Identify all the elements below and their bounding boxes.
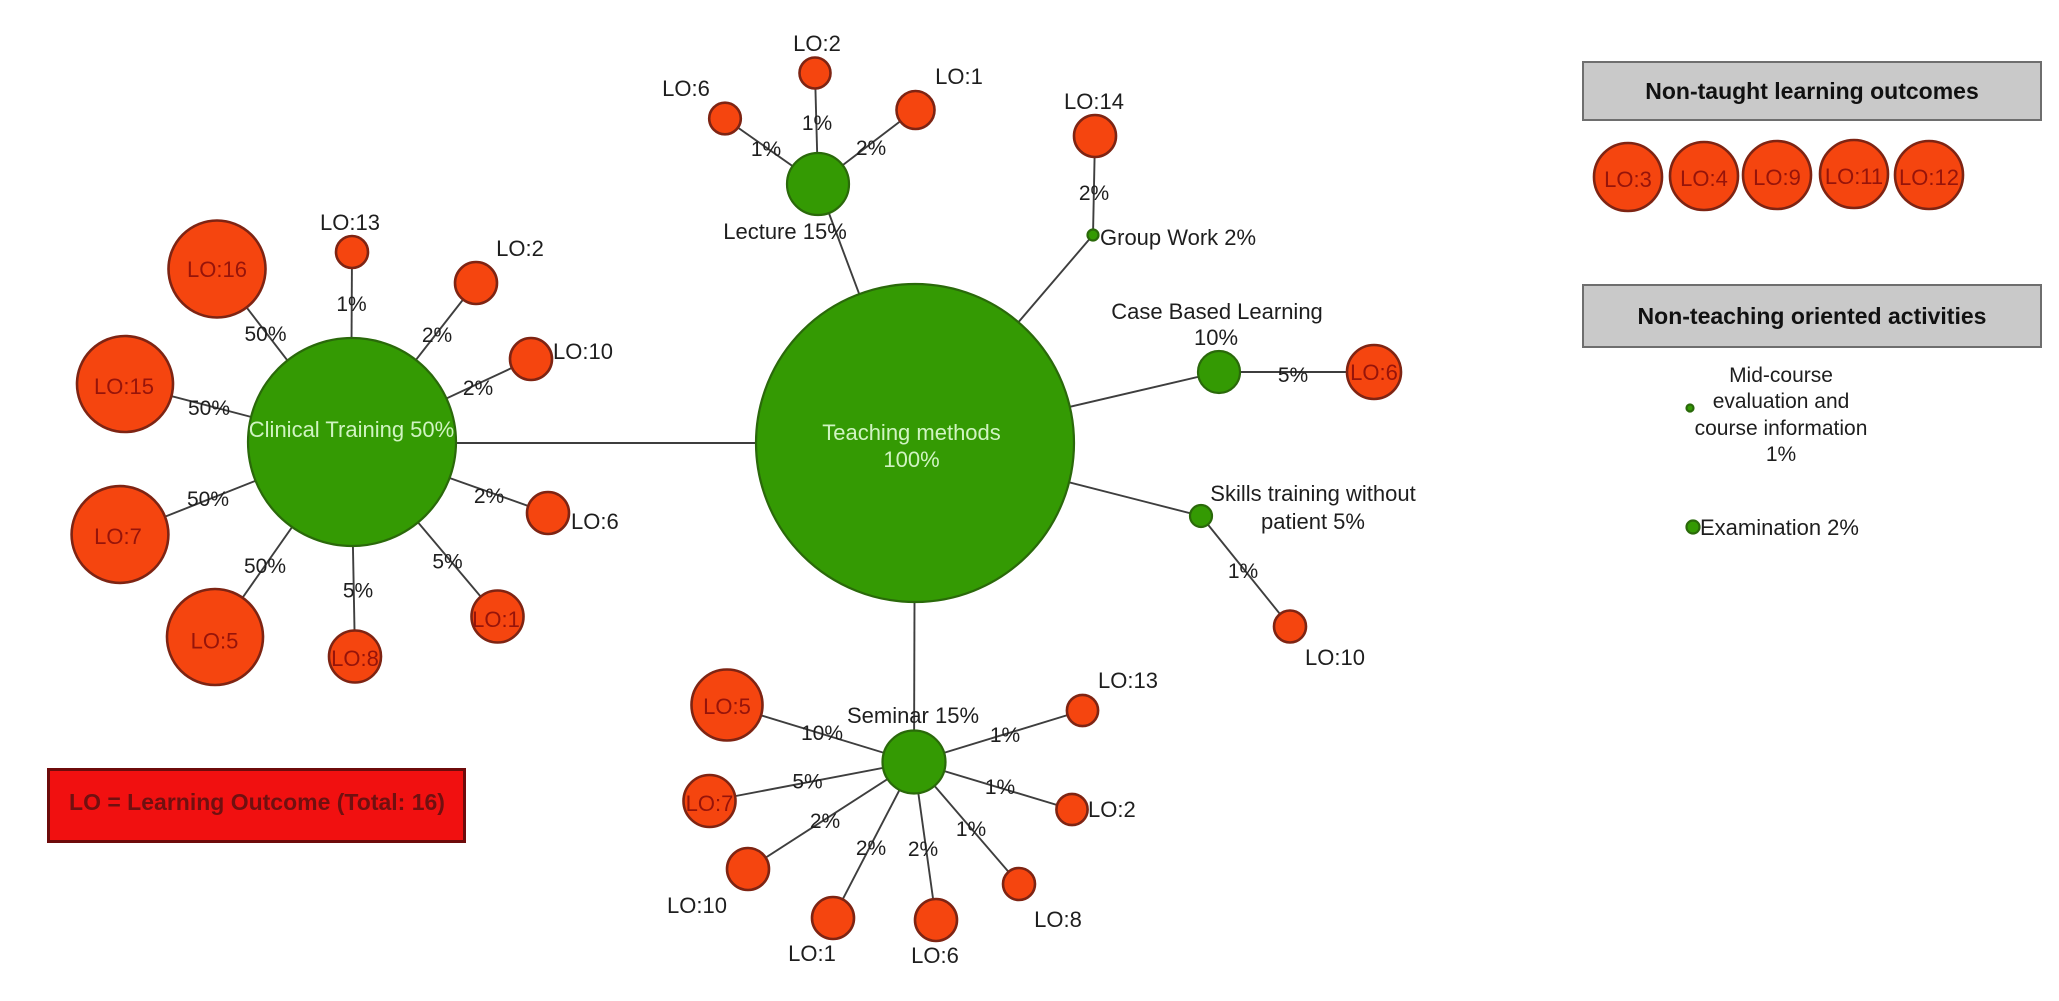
svg-text:Case Based Learning: Case Based Learning — [1111, 299, 1323, 324]
svg-text:evaluation and: evaluation and — [1713, 390, 1850, 413]
svg-text:LO:5: LO:5 — [191, 629, 239, 654]
svg-text:LO:9: LO:9 — [1753, 165, 1801, 190]
svg-text:LO:6: LO:6 — [571, 509, 619, 534]
svg-text:2%: 2% — [1079, 182, 1109, 205]
svg-text:50%: 50% — [188, 397, 230, 420]
svg-text:1%: 1% — [802, 112, 832, 135]
svg-text:LO:16: LO:16 — [187, 257, 247, 282]
svg-text:50%: 50% — [244, 323, 286, 346]
svg-text:2%: 2% — [463, 377, 493, 400]
svg-text:LO:12: LO:12 — [1899, 165, 1959, 190]
svg-text:LO:15: LO:15 — [94, 374, 154, 399]
svg-text:LO:2: LO:2 — [793, 31, 841, 56]
svg-text:100%: 100% — [883, 447, 939, 472]
svg-text:Non-taught learning outcomes: Non-taught learning outcomes — [1645, 78, 1979, 104]
svg-text:LO:3: LO:3 — [1604, 167, 1652, 192]
svg-text:2%: 2% — [856, 837, 886, 860]
svg-text:LO:10: LO:10 — [667, 893, 727, 918]
svg-text:LO:8: LO:8 — [1034, 907, 1082, 932]
svg-text:1%: 1% — [956, 818, 986, 841]
svg-text:LO:8: LO:8 — [331, 646, 379, 671]
svg-text:1%: 1% — [751, 138, 781, 161]
svg-text:course information: course information — [1695, 417, 1868, 440]
svg-text:LO:14: LO:14 — [1064, 89, 1124, 114]
svg-text:LO:10: LO:10 — [1305, 645, 1365, 670]
svg-text:Skills training without: Skills training without — [1210, 481, 1415, 506]
svg-text:2%: 2% — [810, 810, 840, 833]
svg-text:LO = Learning Outcome (Total:: LO = Learning Outcome (Total: 16) — [69, 789, 445, 815]
svg-text:LO:11: LO:11 — [1825, 164, 1883, 189]
svg-text:1%: 1% — [985, 776, 1015, 799]
svg-text:2%: 2% — [474, 485, 504, 508]
svg-text:10%: 10% — [1194, 325, 1238, 350]
svg-text:LO:2: LO:2 — [496, 236, 544, 261]
svg-text:LO:2: LO:2 — [1088, 797, 1136, 822]
svg-text:1%: 1% — [1766, 443, 1796, 466]
svg-text:5%: 5% — [1278, 364, 1308, 387]
svg-text:Non-teaching oriented activiti: Non-teaching oriented activities — [1638, 303, 1987, 329]
svg-text:10%: 10% — [801, 722, 843, 745]
svg-text:1%: 1% — [990, 724, 1020, 747]
svg-text:2%: 2% — [856, 137, 886, 160]
svg-text:LO:1: LO:1 — [788, 941, 836, 966]
svg-text:5%: 5% — [432, 551, 462, 574]
svg-text:LO:6: LO:6 — [662, 76, 710, 101]
svg-text:Lecture 15%: Lecture 15% — [723, 219, 847, 244]
svg-text:LO:7: LO:7 — [94, 524, 142, 549]
svg-text:LO:10: LO:10 — [553, 339, 613, 364]
svg-text:LO:6: LO:6 — [911, 943, 959, 968]
svg-text:Examination 2%: Examination 2% — [1700, 515, 1859, 540]
svg-text:Mid-course: Mid-course — [1729, 364, 1833, 387]
svg-text:1%: 1% — [1228, 560, 1258, 583]
svg-text:Group Work 2%: Group Work 2% — [1100, 225, 1256, 250]
svg-text:1%: 1% — [336, 293, 366, 316]
svg-text:2%: 2% — [908, 838, 938, 861]
svg-text:5%: 5% — [343, 580, 373, 603]
svg-text:LO:1: LO:1 — [472, 607, 520, 632]
svg-text:LO:13: LO:13 — [1098, 668, 1158, 693]
svg-text:LO:5: LO:5 — [703, 694, 751, 719]
svg-text:Clinical Training 50%: Clinical Training 50% — [249, 417, 454, 442]
svg-text:Teaching methods: Teaching methods — [822, 420, 1001, 445]
svg-text:50%: 50% — [187, 488, 229, 511]
svg-text:5%: 5% — [792, 771, 822, 794]
svg-text:LO:4: LO:4 — [1680, 166, 1728, 191]
svg-text:LO:1: LO:1 — [935, 64, 983, 89]
svg-text:LO:6: LO:6 — [1350, 360, 1398, 385]
svg-text:50%: 50% — [244, 555, 286, 578]
svg-text:2%: 2% — [422, 324, 452, 347]
svg-text:LO:7: LO:7 — [686, 791, 734, 816]
svg-text:patient 5%: patient 5% — [1261, 509, 1365, 534]
svg-text:LO:13: LO:13 — [320, 210, 380, 235]
svg-text:Seminar 15%: Seminar 15% — [847, 703, 979, 728]
